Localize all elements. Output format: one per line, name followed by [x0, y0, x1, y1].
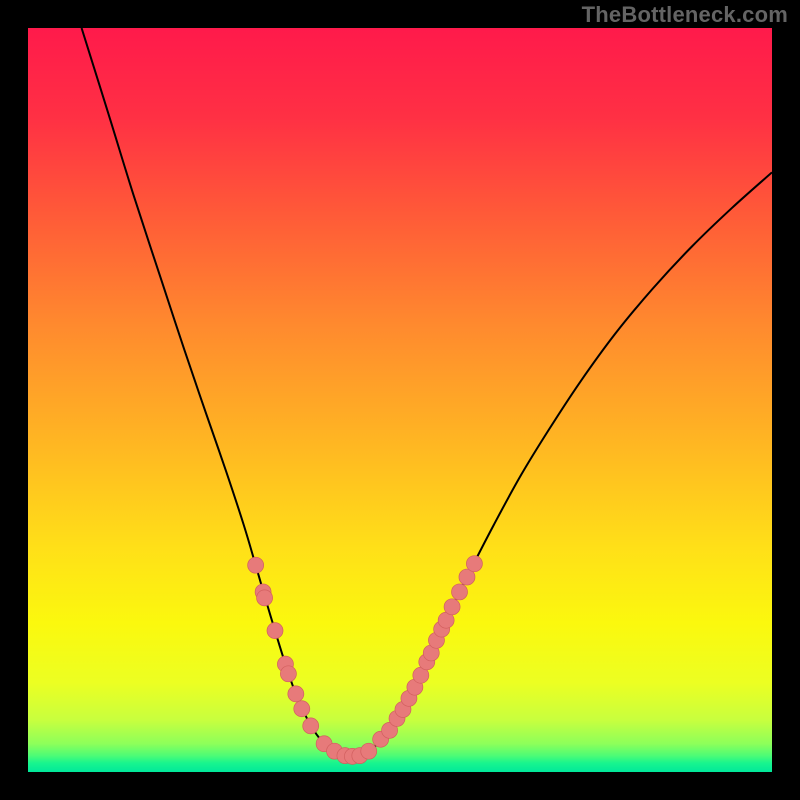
marker-dot — [327, 743, 343, 759]
curve-right — [352, 172, 772, 756]
marker-dot — [419, 654, 435, 670]
gradient-background — [28, 28, 772, 772]
marker-dot — [248, 557, 264, 573]
marker-dot — [288, 686, 304, 702]
marker-dot — [337, 748, 353, 764]
marker-dot — [413, 667, 429, 683]
marker-dot — [373, 731, 389, 747]
marker-dot — [459, 569, 475, 585]
marker-dot — [401, 690, 417, 706]
marker-dot — [407, 679, 423, 695]
marker-dot — [280, 666, 296, 682]
marker-dot — [316, 736, 332, 752]
marker-dot — [452, 584, 468, 600]
marker-dot — [438, 612, 454, 628]
marker-dot — [303, 718, 319, 734]
marker-dot — [434, 621, 450, 637]
marker-dot — [344, 748, 360, 764]
marker-dot — [257, 590, 273, 606]
marker-dot — [444, 599, 460, 615]
marker-dot — [423, 645, 439, 661]
marker-dot — [255, 584, 271, 600]
marker-dot — [466, 556, 482, 572]
chart-svg — [28, 28, 772, 772]
marker-dot — [389, 710, 405, 726]
marker-dot — [277, 656, 293, 672]
curve-left — [82, 28, 353, 756]
marker-dot — [382, 722, 398, 738]
plot-area — [28, 28, 772, 772]
marker-dot — [428, 632, 444, 648]
marker-dot — [361, 743, 377, 759]
marker-dot — [352, 748, 368, 764]
watermark-text: TheBottleneck.com — [582, 2, 788, 28]
marker-dot — [267, 623, 283, 639]
valley-markers — [248, 556, 483, 765]
marker-dot — [395, 702, 411, 718]
marker-dot — [294, 701, 310, 717]
